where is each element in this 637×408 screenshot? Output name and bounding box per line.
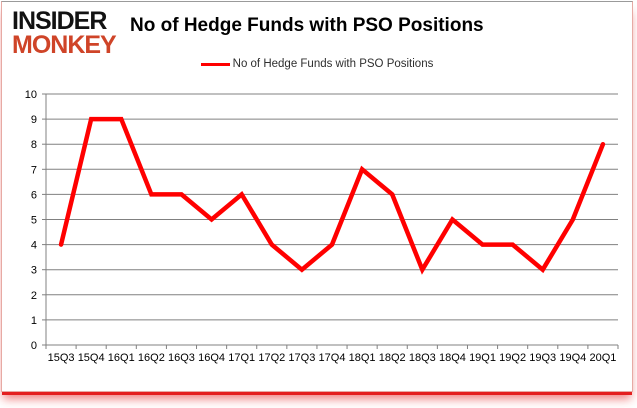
x-tick-label: 18Q2	[379, 352, 406, 364]
x-tick-label: 16Q3	[168, 352, 195, 364]
x-tick-label: 17Q4	[319, 352, 346, 364]
y-tick-label: 8	[31, 139, 37, 151]
legend-label: No of Hedge Funds with PSO Positions	[232, 58, 434, 70]
x-tick-label: 16Q1	[108, 352, 135, 364]
y-tick-label: 6	[31, 189, 37, 201]
hedge-funds-line-chart: 0 1 2 3 4 5 6 7 8 9 10 15Q3 15Q4 16Q1 16Q2 16Q3 16Q4 17Q1…	[25, 89, 619, 364]
y-tick-label: 3	[31, 265, 37, 277]
x-tick-label: 19Q2	[499, 352, 526, 364]
x-tick-label: 15Q4	[78, 352, 105, 364]
y-tick-label: 4	[31, 240, 37, 252]
chart-card: INSIDER MONKEY No of Hedge Funds with PS…	[1, 1, 633, 392]
x-tick-label: 17Q1	[228, 352, 255, 364]
x-tick-label: 18Q1	[349, 352, 376, 364]
logo-insider-text: INSIDER	[12, 7, 107, 35]
y-tick-label: 2	[31, 290, 37, 302]
x-tick-label: 18Q4	[439, 352, 466, 364]
x-tick-label: 19Q3	[529, 352, 556, 364]
x-tick-label: 17Q2	[258, 352, 285, 364]
x-tick-label: 16Q2	[138, 352, 165, 364]
x-tick-label: 17Q3	[288, 352, 315, 364]
y-tick-label: 1	[31, 315, 37, 327]
x-tick-label: 20Q1	[589, 352, 616, 364]
y-tick-label: 9	[31, 114, 37, 126]
y-tick-label: 0	[31, 340, 37, 352]
series-line	[58, 116, 606, 275]
insider-monkey-logo: INSIDER MONKEY	[12, 7, 117, 59]
y-tick-label: 7	[31, 164, 37, 176]
chart-legend: No of Hedge Funds with PSO Positions	[2, 58, 632, 70]
chart-title: No of Hedge Funds with PSO Positions	[130, 15, 484, 36]
plot-area-wrapper: 0 1 2 3 4 5 6 7 8 9 10 15Q3 15Q4 16Q1 16Q2 16Q3 16Q4 17Q1…	[2, 80, 637, 385]
x-tick-label: 16Q4	[198, 352, 225, 364]
x-tick-label: 19Q4	[559, 352, 586, 364]
x-tick-label: 19Q1	[469, 352, 496, 364]
x-tick-label: 18Q3	[409, 352, 436, 364]
logo-monkey-text: MONKEY	[12, 30, 117, 59]
y-tick-label: 5	[31, 215, 37, 227]
x-tick-label: 15Q3	[48, 352, 75, 364]
legend-line-swatch	[200, 62, 230, 66]
y-tick-label: 10	[25, 89, 37, 101]
